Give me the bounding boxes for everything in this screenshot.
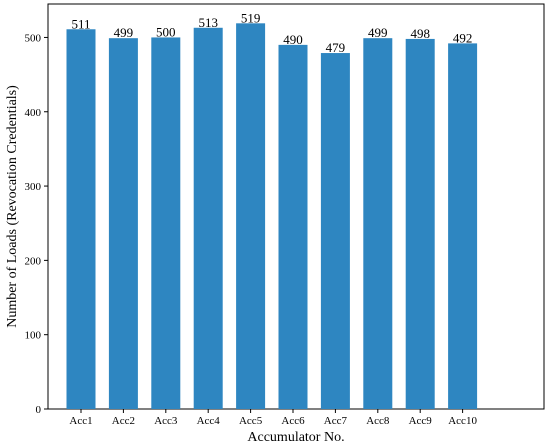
x-tick-label: Acc10 — [448, 415, 477, 427]
y-tick-label: 300 — [25, 181, 42, 193]
data-label-acc2: 499 — [114, 25, 134, 40]
x-tick-label: Acc9 — [409, 415, 433, 427]
x-tick-label: Acc3 — [154, 415, 178, 427]
y-tick-label: 0 — [36, 404, 42, 416]
x-tick-label: Acc8 — [366, 415, 390, 427]
x-tick-label: Acc5 — [239, 415, 263, 427]
data-label-acc4: 513 — [198, 15, 218, 30]
bar-acc6 — [278, 44, 308, 410]
bar-acc7 — [320, 53, 350, 410]
y-tick-label: 100 — [25, 330, 42, 342]
data-label-acc8: 499 — [368, 25, 388, 40]
data-label-acc9: 498 — [410, 26, 430, 41]
bar-acc4 — [193, 27, 223, 409]
y-axis-ticks: 0 100 200 300 400 500 — [25, 32, 48, 416]
bar-acc10 — [448, 43, 478, 410]
x-axis-ticks: Acc1 Acc2 Acc3 Acc4 Acc5 Acc6 Acc7 Acc8 Acc9 Acc1… — [69, 409, 477, 427]
bar-acc5 — [236, 23, 266, 409]
y-tick-label: 200 — [25, 255, 42, 267]
bar-acc9 — [405, 38, 435, 409]
bar-acc1 — [66, 29, 96, 410]
data-label-acc3: 500 — [156, 24, 176, 39]
data-label-acc5: 519 — [241, 10, 261, 25]
x-tick-label: Acc4 — [197, 415, 221, 427]
bars — [66, 23, 478, 410]
bar-acc2 — [108, 38, 138, 410]
x-tick-label: Acc7 — [324, 415, 348, 427]
y-axis-title: Number of Loads (Revocation Credentials) — [5, 85, 20, 328]
data-label-acc7: 479 — [326, 40, 346, 55]
x-tick-label: Acc1 — [69, 415, 92, 427]
x-tick-label: Acc6 — [281, 415, 305, 427]
data-labels: 511 499 500 513 519 490 479 499 498 492 — [71, 10, 472, 55]
x-tick-label: Acc2 — [112, 415, 135, 427]
data-label-acc10: 492 — [453, 30, 473, 45]
data-label-acc1: 511 — [71, 16, 90, 31]
x-axis-title: Accumulator No. — [247, 430, 344, 445]
bar-acc3 — [151, 37, 181, 409]
y-tick-label: 400 — [25, 107, 42, 119]
data-label-acc6: 490 — [283, 32, 303, 47]
bar-acc8 — [363, 38, 393, 410]
y-tick-label: 500 — [25, 32, 42, 44]
